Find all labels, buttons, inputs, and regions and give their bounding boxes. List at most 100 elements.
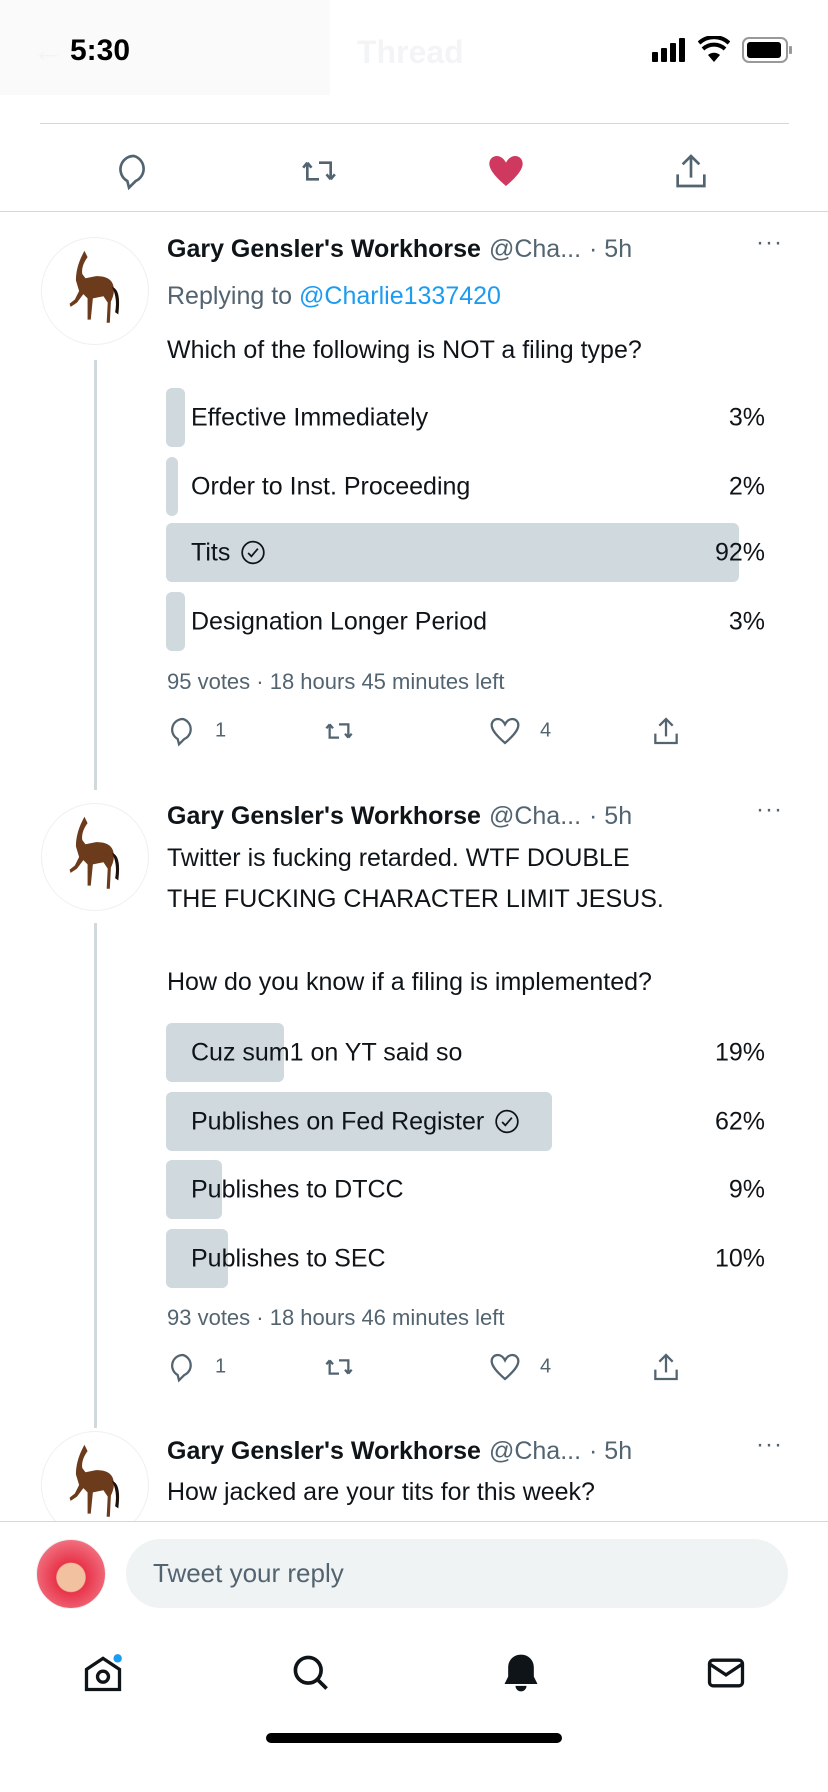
poll-percent: 92% [714, 538, 765, 566]
poll-bar [166, 1023, 285, 1082]
tweet-text: Which of the following is NOT a filing t… [167, 336, 642, 364]
tweet-text: Twitter is fucking retarded. WTF DOUBLE [167, 844, 630, 872]
like-icon[interactable] [489, 1351, 521, 1383]
battery-icon [742, 37, 792, 63]
reply-icon[interactable] [167, 715, 199, 747]
status-bar: ← Thread 5:30 [0, 0, 828, 110]
header-title: Thread [357, 34, 464, 70]
signal-icon [652, 38, 685, 62]
poll-percent: 19% [714, 1038, 765, 1066]
author-handle[interactable]: @Cha... [488, 235, 582, 263]
back-icon[interactable]: ← [32, 32, 64, 68]
home-icon[interactable] [81, 1651, 125, 1695]
divider [40, 123, 789, 124]
poll-bar [166, 592, 185, 651]
author-name[interactable]: Gary Gensler's Workhorse [167, 235, 481, 263]
replying-to: Replying to @Charlie1337420 [167, 282, 501, 311]
like-count: 4 [540, 719, 552, 742]
share-icon[interactable] [650, 1351, 682, 1383]
poll-percent: 3% [728, 403, 765, 431]
reply-icon[interactable] [114, 151, 154, 191]
poll-option: Publishes on Fed Register 62% [166, 1092, 765, 1151]
poll-option-label: Publishes on Fed Register [191, 1107, 485, 1135]
poll-bar [166, 1092, 553, 1151]
reply-count: 1 [215, 1355, 227, 1378]
tweet-time: · 5h [589, 802, 633, 830]
more-options-icon[interactable]: ··· [756, 229, 783, 256]
reply-placeholder: Tweet your reply [153, 1558, 344, 1588]
poll-meta: 95 votes · 18 hours 45 minutes left [167, 669, 505, 694]
poll-percent: 2% [728, 472, 765, 500]
poll-option-label: Cuz sum1 on YT said so [191, 1038, 463, 1066]
thread-line [94, 360, 97, 790]
tweet-text: THE FUCKING CHARACTER LIMIT JESUS. [167, 885, 664, 913]
poll-percent: 3% [728, 607, 765, 635]
poll-percent: 9% [728, 1175, 765, 1203]
reply-input[interactable]: Tweet your reply [126, 1539, 788, 1608]
poll-bar [166, 457, 179, 516]
poll-option: Order to Inst. Proceeding 2% [166, 457, 765, 516]
like-icon[interactable] [489, 715, 521, 747]
more-options-icon[interactable]: ··· [756, 796, 783, 823]
tweet-header: Gary Gensler's Workhorse @Cha... · 5h [167, 1437, 632, 1466]
author-name[interactable]: Gary Gensler's Workhorse [167, 1437, 481, 1465]
user-avatar[interactable] [36, 1539, 106, 1609]
header-blur [0, 0, 330, 95]
home-indicator [266, 1733, 562, 1743]
retweet-icon[interactable] [323, 1351, 355, 1383]
tweet-text: How do you know if a filing is implement… [167, 968, 652, 996]
check-circle-icon [495, 1109, 519, 1134]
share-icon[interactable] [650, 715, 682, 747]
thread-line [94, 923, 97, 1428]
horse-avatar-image [42, 250, 148, 344]
poll-option-label: Publishes to DTCC [191, 1175, 404, 1203]
poll-bar [166, 1229, 229, 1288]
poll-option: Tits 92% [166, 523, 765, 582]
notifications-icon[interactable] [499, 1651, 543, 1695]
poll-option-label: Effective Immediately [191, 403, 429, 431]
wifi-icon [698, 36, 730, 62]
retweet-icon[interactable] [299, 151, 339, 191]
more-options-icon[interactable]: ··· [756, 1431, 783, 1458]
reply-icon[interactable] [167, 1351, 199, 1383]
tweet-header: Gary Gensler's Workhorse @Cha... · 5h [167, 235, 632, 264]
retweet-icon[interactable] [323, 715, 355, 747]
share-icon[interactable] [671, 151, 711, 191]
poll-percent: 62% [714, 1107, 765, 1135]
like-count: 4 [540, 1355, 552, 1378]
poll-option-label: Designation Longer Period [191, 607, 488, 635]
tweet-text: How jacked are your tits for this week? [167, 1478, 595, 1506]
divider [0, 1521, 828, 1522]
tweet-header: Gary Gensler's Workhorse @Cha... · 5h [167, 802, 632, 831]
tweet-time: · 5h [589, 235, 633, 263]
poll-bar [166, 388, 185, 447]
author-handle[interactable]: @Cha... [488, 802, 582, 830]
poll-option: Effective Immediately 3% [166, 388, 765, 447]
search-icon[interactable] [289, 1651, 333, 1695]
poll-percent: 10% [714, 1244, 765, 1272]
tweet-time: · 5h [589, 1437, 633, 1465]
poll-bar [166, 523, 740, 582]
messages-icon[interactable] [704, 1651, 748, 1695]
poll-option: Publishes to DTCC 9% [166, 1160, 765, 1219]
poll-option: Publishes to SEC 10% [166, 1229, 765, 1288]
poll-option-label: Publishes to SEC [191, 1244, 386, 1272]
poll-option-label: Tits [191, 538, 231, 566]
horse-avatar-image [42, 816, 148, 910]
author-avatar[interactable] [41, 803, 149, 911]
poll-option: Cuz sum1 on YT said so 19% [166, 1023, 765, 1082]
poll-meta: 93 votes · 18 hours 46 minutes left [167, 1305, 505, 1330]
poll-option: Designation Longer Period 3% [166, 592, 765, 651]
horse-avatar-image [42, 1444, 148, 1538]
check-circle-icon [241, 540, 266, 565]
reply-count: 1 [215, 719, 227, 742]
status-time: 5:30 [70, 34, 131, 67]
divider [0, 211, 828, 212]
replying-to-link[interactable]: @Charlie1337420 [299, 282, 501, 310]
poll-option-label: Order to Inst. Proceeding [191, 472, 471, 500]
author-avatar[interactable] [41, 237, 149, 345]
author-handle[interactable]: @Cha... [488, 1437, 582, 1465]
liked-heart-icon[interactable] [486, 151, 526, 191]
replying-prefix: Replying to [167, 282, 300, 310]
author-name[interactable]: Gary Gensler's Workhorse [167, 802, 481, 830]
